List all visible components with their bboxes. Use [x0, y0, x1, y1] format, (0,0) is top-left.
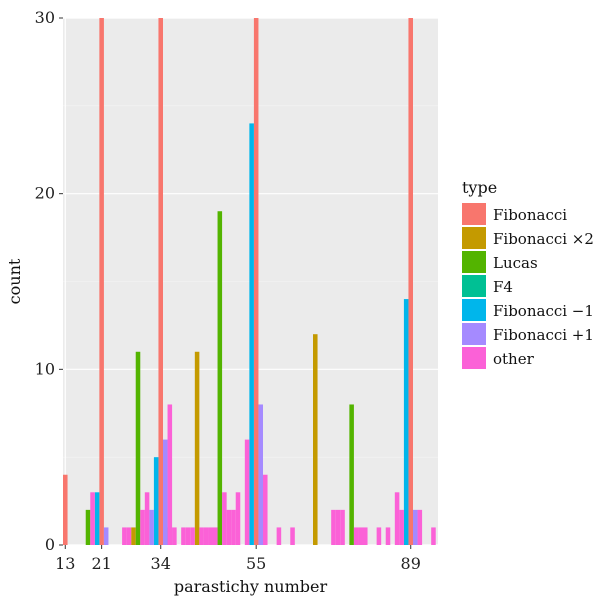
bar: [249, 123, 254, 546]
bar: [194, 351, 200, 545]
bar: [231, 509, 236, 545]
bar: [158, 18, 163, 545]
bar: [376, 527, 382, 545]
bar: [131, 527, 136, 545]
bar: [335, 509, 341, 545]
bar: [353, 527, 359, 545]
y-tick-label: 10: [35, 359, 55, 378]
bar: [413, 509, 418, 545]
bar: [235, 492, 241, 545]
x-tick-label: 13: [55, 554, 75, 573]
legend-label: Fibonacci +1: [493, 326, 594, 344]
legend-label: other: [493, 350, 535, 368]
bar: [203, 527, 209, 545]
bar: [399, 509, 404, 545]
legend-label: Fibonacci: [493, 206, 567, 224]
x-tick-label: 89: [401, 554, 421, 573]
bar: [253, 18, 259, 545]
bar: [153, 457, 159, 545]
bar: [167, 404, 173, 545]
bar: [149, 509, 154, 545]
bar: [135, 351, 141, 545]
bar: [385, 527, 391, 545]
legend-label: Fibonacci −1: [493, 302, 594, 320]
bar: [213, 527, 218, 545]
bars: [63, 18, 436, 546]
legend-label: Lucas: [493, 254, 538, 272]
bar: [103, 527, 109, 545]
bar: [140, 509, 145, 545]
bar: [276, 527, 282, 545]
bar: [313, 334, 318, 545]
bar: [394, 492, 400, 545]
bar: [208, 527, 213, 545]
bar: [417, 509, 423, 545]
bar: [263, 474, 268, 545]
legend-swatch: [462, 227, 486, 249]
bar: [331, 509, 336, 545]
bar: [403, 299, 409, 545]
bar: [85, 509, 91, 545]
bar: [185, 527, 191, 545]
legend: type Fibonacci Fibonacci ×2 Lucas F4 Fibonac…: [462, 178, 594, 369]
bar: [358, 527, 363, 545]
legend-title: type: [462, 178, 497, 197]
bar: [258, 404, 263, 545]
legend-swatch: [462, 323, 486, 345]
bar: [190, 527, 195, 545]
legend-swatch: [462, 275, 486, 297]
axes: 0 10 20 30 13 21 34 55 89: [35, 8, 421, 573]
bar: [244, 439, 250, 545]
x-tick-label: 34: [151, 554, 171, 573]
legend-label: Fibonacci ×2: [493, 230, 594, 248]
x-tick-label: 21: [91, 554, 111, 573]
bar: [340, 509, 345, 545]
legend-swatch: [462, 347, 486, 369]
bar: [144, 492, 150, 545]
bar: [431, 527, 436, 545]
y-tick-label: 20: [35, 184, 55, 203]
bar: [226, 509, 232, 545]
y-tick-label: 0: [45, 535, 55, 554]
bar: [363, 527, 368, 545]
bar: [199, 527, 204, 545]
bar: [349, 404, 354, 545]
bar: [290, 527, 295, 545]
bar: [122, 527, 127, 545]
y-axis-title: count: [5, 258, 24, 304]
legend-swatch: [462, 251, 486, 273]
legend-swatch: [462, 203, 486, 225]
bar: [126, 527, 132, 545]
bar: [94, 492, 100, 545]
bar: [222, 492, 227, 545]
bar: [99, 18, 104, 545]
x-tick-label: 55: [246, 554, 266, 573]
bar: [172, 527, 177, 545]
x-axis-title: parastichy number: [174, 577, 328, 596]
bar: [408, 18, 413, 545]
y-tick-label: 30: [35, 8, 55, 27]
bar: [181, 527, 186, 545]
legend-swatch: [462, 299, 486, 321]
bar: [63, 474, 68, 545]
bar: [163, 439, 168, 545]
bar: [90, 492, 95, 545]
legend-label: F4: [493, 278, 513, 296]
bar: [217, 211, 223, 545]
